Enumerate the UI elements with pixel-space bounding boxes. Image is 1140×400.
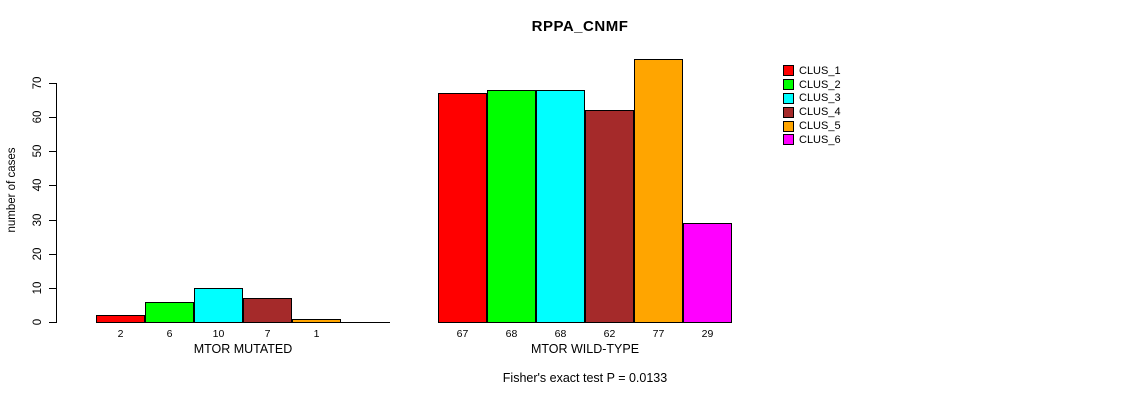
y-tick	[49, 185, 56, 187]
bar-value-label: 68	[505, 328, 518, 340]
fisher-test-annotation: Fisher's exact test P = 0.0133	[502, 371, 668, 385]
y-tick	[49, 253, 56, 255]
legend-item: CLUS_6	[783, 133, 841, 147]
legend-swatch-clus_5	[783, 120, 794, 132]
y-tick	[49, 219, 56, 221]
y-tick-label: 50	[32, 144, 44, 158]
legend-label: CLUS_3	[799, 92, 841, 105]
y-tick	[49, 287, 56, 289]
legend-item: CLUS_5	[783, 119, 841, 133]
chart-title: RPPA_CNMF	[531, 18, 629, 35]
bar-value-label: 67	[456, 328, 469, 340]
y-tick-label: 20	[32, 247, 44, 261]
y-tick-label: 40	[32, 179, 44, 192]
bar-value-label: 29	[701, 328, 714, 340]
bar-value-label: 10	[212, 328, 225, 340]
y-tick	[49, 83, 56, 84]
bar-value-label: 1	[313, 328, 320, 340]
x-axis-baseline	[96, 322, 390, 323]
legend-swatch-clus_2	[783, 79, 794, 91]
legend-item: CLUS_1	[783, 64, 841, 78]
x-axis-baseline	[438, 322, 732, 323]
bar-clus_1-group2	[438, 93, 487, 322]
bar-value-label: 7	[264, 328, 271, 340]
bar-clus_3-group2	[536, 90, 585, 322]
legend-swatch-clus_4	[783, 106, 794, 118]
y-tick-label: 60	[32, 110, 44, 124]
y-tick	[49, 117, 56, 119]
legend: CLUS_1 CLUS_2 CLUS_3 CLUS_4 CLUS_5 CLUS_6	[783, 64, 841, 147]
legend-label: CLUS_5	[799, 120, 841, 133]
legend-label: CLUS_6	[799, 133, 841, 146]
x-axis-label-wildtype: MTOR WILD-TYPE	[530, 342, 640, 356]
y-tick-label: 10	[32, 281, 44, 295]
bar-clus_2-group1	[145, 302, 194, 322]
y-tick-label: 70	[32, 76, 44, 90]
bar-value-label: 2	[117, 328, 124, 340]
bar-clus_2-group2	[487, 90, 536, 322]
y-axis-label: number of cases	[6, 147, 18, 233]
bar-clus_4-group2	[585, 110, 634, 322]
legend-label: CLUS_2	[799, 78, 841, 91]
legend-swatch-clus_1	[783, 65, 794, 77]
y-tick-label: 0	[32, 318, 44, 326]
bar-clus_6-group2	[683, 223, 732, 322]
bar-value-label: 77	[652, 328, 665, 340]
x-axis-label-mutated: MTOR MUTATED	[193, 342, 293, 356]
legend-item: CLUS_2	[783, 78, 841, 92]
legend-item: CLUS_3	[783, 92, 841, 106]
y-tick	[49, 151, 56, 153]
bar-clus_5-group2	[634, 59, 683, 322]
y-tick-label: 30	[32, 213, 44, 226]
bar-clus_5-group1	[292, 319, 341, 322]
legend-label: CLUS_1	[799, 64, 841, 77]
legend-swatch-clus_3	[783, 92, 794, 104]
bar-clus_1-group1	[96, 315, 145, 322]
bar-clus_3-group1	[194, 288, 243, 322]
legend-item: CLUS_4	[783, 105, 841, 119]
bar-value-label: 68	[554, 328, 567, 340]
y-tick	[49, 322, 56, 323]
y-axis	[56, 83, 57, 323]
bar-value-label: 6	[166, 328, 173, 340]
bar-clus_4-group1	[243, 298, 292, 322]
legend-label: CLUS_4	[799, 106, 841, 119]
legend-swatch-clus_6	[783, 134, 794, 146]
bar-value-label: 62	[603, 328, 616, 340]
